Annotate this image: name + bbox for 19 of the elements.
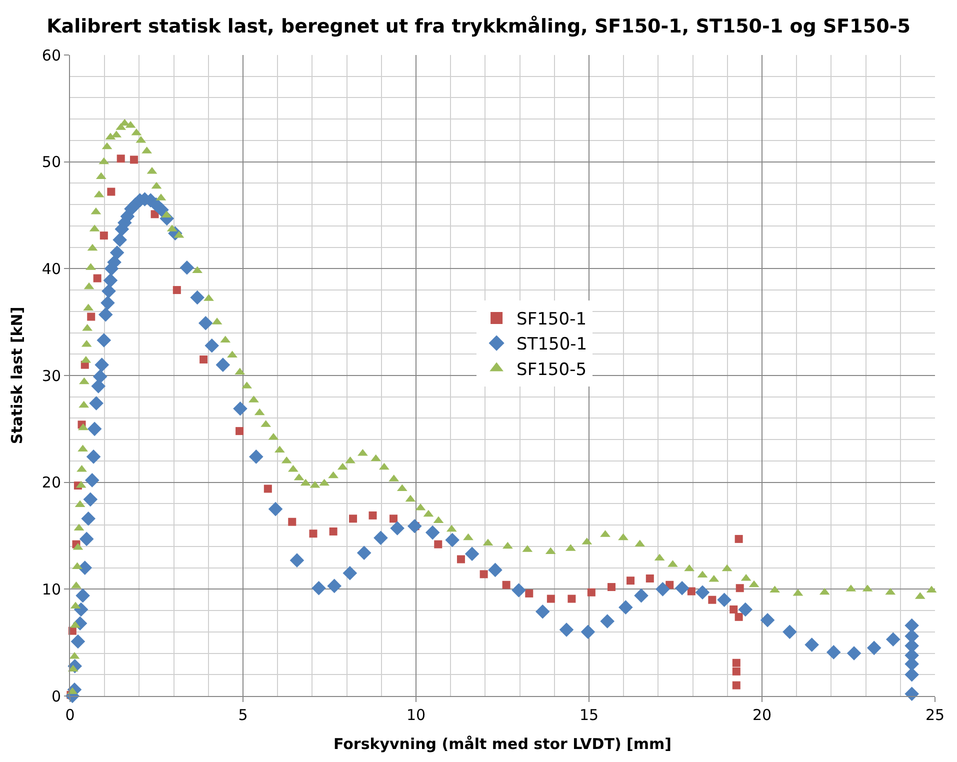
x-tick-label: 10 xyxy=(406,706,426,724)
chart-title: Kalibrert statisk last, beregnet ut fra trykkmåling, SF150-1, ST150-1 og SF150-5 xyxy=(46,15,910,38)
x-tick-label: 0 xyxy=(65,706,75,724)
y-tick-label: 60 xyxy=(42,46,61,64)
x-tick-label: 5 xyxy=(238,706,248,724)
x-tick-label: 25 xyxy=(925,706,945,724)
y-tick-label: 50 xyxy=(42,153,61,172)
legend-label: SF150-1 xyxy=(516,310,587,330)
legend-label: SF150-5 xyxy=(516,360,587,380)
legend-label: ST150-1 xyxy=(516,334,588,355)
x-tick-label: 15 xyxy=(579,706,599,724)
y-tick-label: 40 xyxy=(42,260,61,278)
y-tick-label: 30 xyxy=(42,366,61,385)
y-axis-title: Statisk last [kN] xyxy=(8,306,26,444)
x-tick-label: 20 xyxy=(752,706,772,724)
y-tick-label: 20 xyxy=(42,474,61,492)
y-tick-label: 0 xyxy=(51,687,61,706)
x-axis-title: Forskyvning (målt med stor LVDT) [mm] xyxy=(333,735,672,753)
y-tick-label: 10 xyxy=(42,580,61,598)
